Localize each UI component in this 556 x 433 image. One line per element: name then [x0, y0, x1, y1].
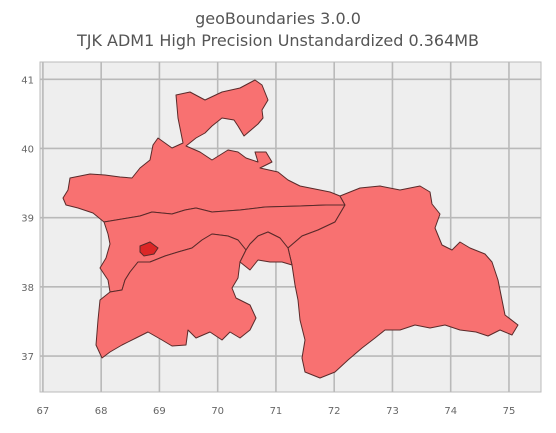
y-axis-ticks: 41 40 39 38 37	[21, 75, 34, 363]
chart-title: geoBoundaries 3.0.0 TJK ADM1 High Precis…	[0, 8, 556, 52]
x-tick-label: 67	[37, 406, 50, 417]
regions	[62, 79, 519, 379]
region-drs-central	[239, 231, 293, 271]
x-tick-label: 71	[270, 406, 283, 417]
x-tick-label: 68	[95, 406, 108, 417]
x-tick-label: 75	[503, 406, 516, 417]
x-tick-label: 70	[211, 406, 224, 417]
region-gbao	[287, 185, 519, 379]
y-tick-label: 37	[21, 352, 34, 363]
x-axis-ticks: 67 68 69 70 71 72 73 74 75	[37, 406, 516, 417]
y-tick-label: 39	[21, 214, 34, 225]
region-khatlon	[95, 233, 257, 359]
y-tick-label: 38	[21, 283, 34, 294]
y-tick-label: 40	[21, 144, 34, 155]
title-line-2: TJK ADM1 High Precision Unstandardized 0…	[76, 31, 480, 50]
region-dushanbe	[139, 241, 159, 257]
x-tick-label: 72	[328, 406, 341, 417]
x-tick-label: 69	[153, 406, 166, 417]
y-tick-label: 41	[21, 75, 34, 86]
x-tick-label: 73	[386, 406, 399, 417]
x-tick-label: 74	[444, 406, 457, 417]
title-line-1: geoBoundaries 3.0.0	[195, 9, 361, 28]
